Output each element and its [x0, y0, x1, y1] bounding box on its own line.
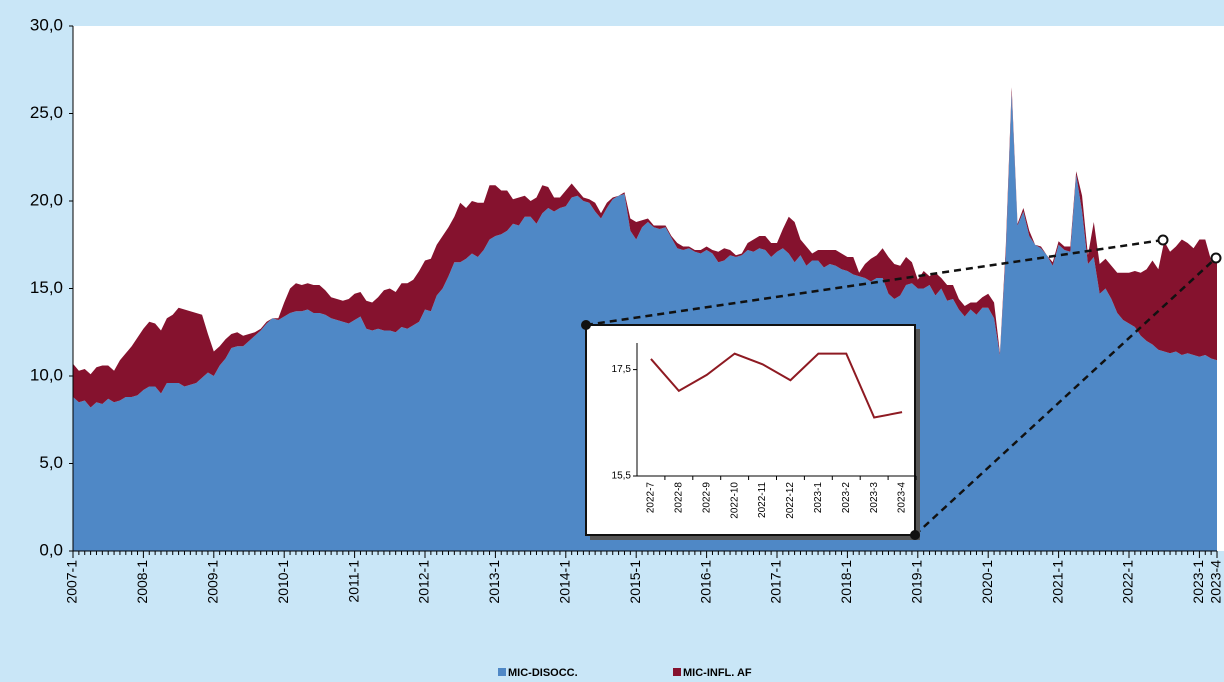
- zoom-points: [581, 234, 1222, 540]
- x-tick-label: 2017-1: [768, 560, 784, 604]
- connector: [585, 238, 1164, 327]
- x-tick-label: 2023-1: [813, 482, 824, 514]
- x-tick-label: 2022-8: [673, 482, 684, 514]
- x-tick-label: 2022-10: [729, 482, 740, 519]
- zoom-connectors: [585, 238, 1217, 536]
- legend-label: MIC-DISOCC.: [508, 667, 578, 679]
- x-tick-label: 2008-1: [134, 560, 150, 604]
- x-tick-label: 2023-2: [841, 482, 852, 514]
- connector: [914, 257, 1217, 536]
- legend-label: MIC-INFL. AF: [683, 667, 752, 679]
- y-tick-label: 30,0: [30, 15, 63, 34]
- y-tick-label: 17,5: [612, 364, 632, 375]
- x-tick-label: 2022-12: [785, 482, 796, 519]
- x-tick-label: 2020-1: [979, 560, 995, 604]
- x-tick-label: 2018-1: [838, 560, 854, 604]
- x-tick-label: 2021-1: [1049, 560, 1065, 604]
- x-tick-label: 2022-7: [646, 482, 657, 514]
- legend-swatch: [673, 668, 681, 676]
- x-tick-label: 2010-1: [275, 560, 291, 604]
- x-tick-label: 2013-1: [486, 560, 502, 604]
- zoom-point: [581, 320, 591, 330]
- x-tick-label: 2007-1: [64, 560, 80, 604]
- y-tick-label: 15,0: [30, 278, 63, 297]
- y-tick-label: 5,0: [39, 453, 63, 472]
- x-tick-label: 2009-1: [205, 560, 221, 604]
- x-tick-label: 2014-1: [557, 560, 573, 604]
- area: [73, 87, 1217, 408]
- zoom-point: [1210, 252, 1222, 264]
- x-tick-label: 2019-1: [909, 560, 925, 604]
- x-tick-label: 2023-3: [869, 482, 880, 514]
- zoom-point: [1157, 234, 1169, 246]
- inset-frame: [585, 324, 916, 536]
- x-tick-label: 2022-9: [701, 482, 712, 514]
- x-tick-label: 2012-1: [416, 560, 432, 604]
- x-tick-label: 2023-4: [1208, 560, 1224, 604]
- legend: MIC-DISOCC. MIC-INFL. AF: [498, 667, 752, 679]
- y-tick-label: 15,5: [612, 471, 632, 482]
- main-chart: 0,0 5,0 10,0 15,0 20,0 25,0 30,0 2007-1 2008-1 20…: [30, 15, 1224, 603]
- x-tick-label: 2023-1: [1190, 560, 1206, 604]
- x-tick-label: 2016-1: [697, 560, 713, 604]
- area: [73, 92, 1217, 551]
- y-tick-label: 10,0: [30, 365, 63, 384]
- x-tick-label: 2015-1: [627, 560, 643, 604]
- zoom-point: [910, 530, 920, 540]
- y-tick-label: 20,0: [30, 190, 63, 209]
- line: [650, 352, 903, 419]
- inset-chart: 15,5 17,5 2022-7 2022-8 2022-9 2022-10 2022-11…: [585, 324, 920, 540]
- x-tick-label: 2023-4: [897, 482, 908, 514]
- x-tick-label: 2022-1: [1120, 560, 1136, 604]
- x-tick-label: 2011-1: [345, 560, 361, 603]
- y-tick-label: 25,0: [30, 103, 63, 122]
- x-tick-label: 2022-11: [757, 482, 768, 518]
- y-tick-label: 0,0: [39, 540, 63, 559]
- legend-swatch: [498, 668, 506, 676]
